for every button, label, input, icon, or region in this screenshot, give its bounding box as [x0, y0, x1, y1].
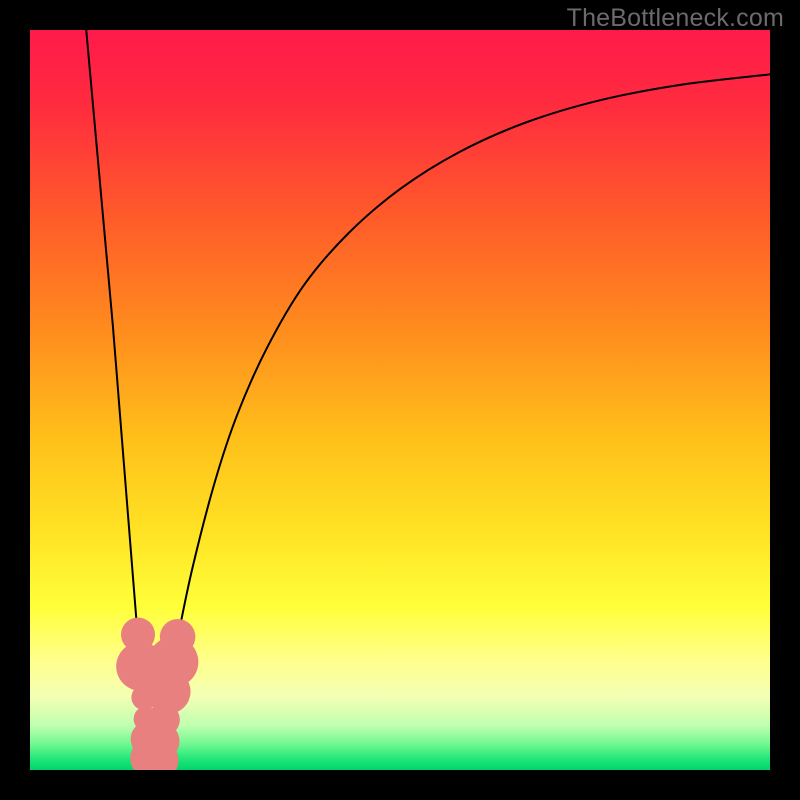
data-marker	[160, 619, 196, 655]
plot-area	[30, 30, 770, 770]
chart-svg	[30, 30, 770, 770]
figure-root: TheBottleneck.com	[0, 0, 800, 800]
watermark-text: TheBottleneck.com	[567, 4, 784, 33]
